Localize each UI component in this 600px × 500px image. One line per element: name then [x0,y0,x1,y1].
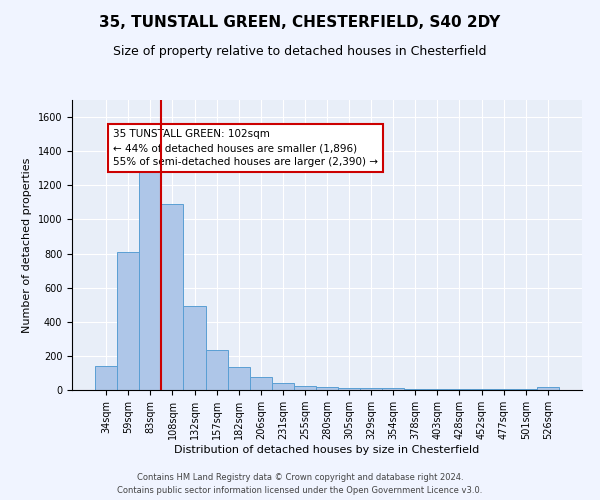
Bar [360,388,382,390]
Bar [227,367,250,390]
Bar [404,389,427,390]
Text: Contains HM Land Registry data © Crown copyright and database right 2024.
Contai: Contains HM Land Registry data © Crown c… [118,474,482,495]
Bar [427,389,448,390]
Bar [161,204,184,390]
Bar [272,383,294,390]
Bar [95,366,117,390]
Bar [316,388,338,390]
Bar [294,386,316,390]
Bar [338,388,360,390]
Y-axis label: Number of detached properties: Number of detached properties [22,158,32,332]
Bar [250,377,272,390]
Bar [448,389,470,390]
Text: 35, TUNSTALL GREEN, CHESTERFIELD, S40 2DY: 35, TUNSTALL GREEN, CHESTERFIELD, S40 2D… [100,15,500,30]
Text: 35 TUNSTALL GREEN: 102sqm
← 44% of detached houses are smaller (1,896)
55% of se: 35 TUNSTALL GREEN: 102sqm ← 44% of detac… [113,129,378,167]
Bar [206,350,227,390]
Text: Size of property relative to detached houses in Chesterfield: Size of property relative to detached ho… [113,45,487,58]
Bar [470,389,493,390]
X-axis label: Distribution of detached houses by size in Chesterfield: Distribution of detached houses by size … [175,445,479,455]
Bar [382,388,404,390]
Bar [515,389,537,390]
Bar [139,168,161,390]
Bar [184,306,206,390]
Bar [117,252,139,390]
Bar [537,388,559,390]
Bar [493,389,515,390]
